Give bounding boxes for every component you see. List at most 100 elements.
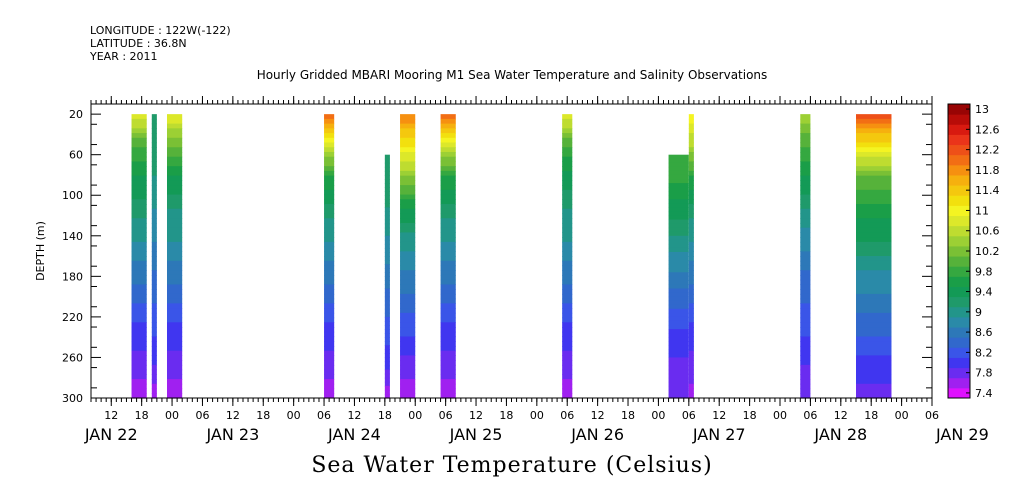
data-cell: [856, 175, 892, 181]
data-cell: [668, 312, 689, 318]
data-cell: [440, 161, 456, 167]
data-cell: [562, 137, 573, 144]
data-cell: [688, 151, 694, 158]
data-cell: [400, 360, 416, 366]
data-cell: [151, 213, 157, 219]
colorbar-label: 11.8: [975, 164, 1000, 177]
data-cell: [324, 355, 335, 361]
data-cell: [668, 203, 689, 209]
data-cell: [384, 223, 390, 229]
data-cell: [800, 246, 811, 252]
data-cell: [688, 289, 694, 295]
data-cell: [668, 199, 689, 204]
data-cell: [324, 364, 335, 371]
data-cell: [131, 374, 147, 380]
data-cell: [384, 369, 390, 375]
data-cell: [562, 360, 573, 366]
data-cell: [131, 303, 147, 309]
data-cell: [400, 170, 416, 177]
data-cell: [400, 274, 416, 281]
data-cell: [440, 241, 456, 248]
data-cell: [151, 327, 157, 333]
data-cell: [856, 123, 892, 129]
x-tick-label: 00: [530, 409, 544, 422]
data-cell: [688, 137, 694, 144]
data-cell: [131, 199, 147, 205]
data-cell: [856, 256, 892, 262]
data-cell: [324, 251, 335, 257]
data-cell: [440, 355, 456, 361]
data-cell: [856, 322, 892, 328]
x-day-label: JAN 26: [570, 425, 624, 444]
x-tick-label: 18: [621, 409, 635, 422]
x-tick-label: 18: [743, 409, 757, 422]
data-cell: [800, 322, 811, 328]
x-day-label: JAN 24: [327, 425, 381, 444]
data-cell: [400, 293, 416, 300]
data-cell: [166, 204, 183, 210]
data-cell: [440, 170, 456, 177]
data-cell: [324, 317, 335, 323]
data-cell: [131, 218, 147, 224]
data-cell: [400, 379, 416, 385]
data-cell: [166, 128, 183, 134]
data-cell: [800, 161, 811, 167]
data-cell: [562, 355, 573, 361]
colorbar-label: 7.4: [975, 387, 993, 400]
data-cell: [668, 381, 689, 387]
colorbar-swatch: [948, 144, 970, 156]
data-cell: [384, 268, 390, 273]
data-cell: [440, 114, 456, 120]
data-cell: [800, 393, 811, 399]
data-cell: [131, 142, 147, 148]
chart-title: Hourly Gridded MBARI Mooring M1 Sea Wate…: [256, 68, 768, 82]
data-cell: [562, 265, 573, 271]
colorbar-swatch: [948, 296, 970, 308]
x-tick-label: 00: [287, 409, 301, 422]
data-cell: [324, 137, 335, 144]
data-cell: [688, 260, 694, 267]
data-cell: [151, 374, 157, 380]
data-cell: [800, 350, 811, 357]
data-cell: [131, 147, 147, 153]
data-cell: [131, 137, 147, 144]
data-cell: [384, 264, 390, 269]
data-cell: [668, 377, 689, 383]
data-cell: [800, 194, 811, 200]
data-cell: [384, 158, 390, 164]
data-cell: [668, 231, 689, 237]
data-cell: [562, 180, 573, 186]
data-cell: [324, 156, 335, 163]
data-cell: [166, 379, 183, 385]
data-cell: [384, 393, 390, 399]
data-cell: [856, 161, 892, 167]
data-cell: [668, 166, 689, 172]
data-cell: [384, 207, 390, 213]
data-cell: [151, 161, 157, 167]
data-cell: [166, 388, 183, 394]
data-cell: [856, 374, 892, 380]
data-cell: [151, 142, 157, 148]
data-cell: [688, 142, 694, 148]
data-cell: [800, 388, 811, 394]
data-cell: [384, 345, 390, 350]
data-cell: [324, 133, 335, 139]
data-cell: [384, 365, 390, 371]
x-tick-label: 06: [682, 409, 696, 422]
data-cell: [400, 246, 416, 252]
data-cell: [384, 284, 390, 290]
data-cell: [384, 243, 390, 249]
data-cell: [688, 227, 694, 234]
data-cell: [562, 260, 573, 267]
data-cell: [688, 341, 694, 347]
data-cell: [151, 222, 157, 229]
data-cell: [166, 137, 183, 144]
data-cell: [151, 137, 157, 144]
data-cell: [166, 298, 183, 304]
data-cell: [166, 308, 183, 314]
colorbar-swatch: [948, 114, 970, 125]
colorbar-swatch: [948, 276, 970, 287]
data-cell: [384, 329, 390, 334]
data-cell: [856, 350, 892, 357]
